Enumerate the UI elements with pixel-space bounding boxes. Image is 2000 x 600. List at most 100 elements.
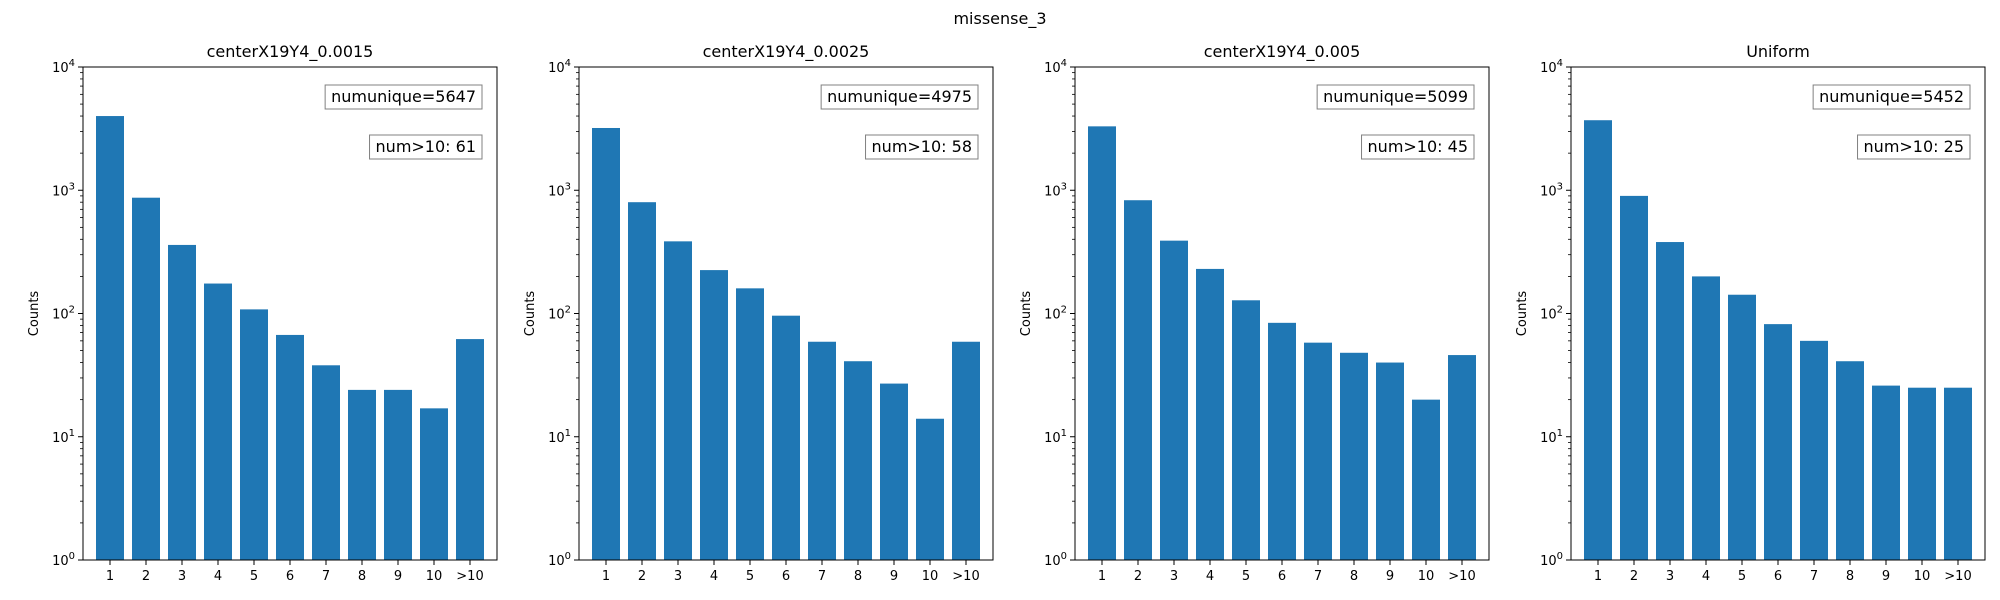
y-tick-label: 101: [1540, 428, 1563, 446]
x-tick-label: >10: [456, 569, 483, 584]
x-tick-label: 9: [394, 569, 402, 584]
x-tick-label: 5: [1242, 569, 1250, 584]
annotation-text: numunique=5099: [1323, 87, 1468, 106]
plot-frame: [1074, 66, 1490, 561]
x-tick-label: >10: [952, 569, 979, 584]
x-tick-label: 2: [142, 569, 150, 584]
annotation-frame: [1857, 134, 1971, 160]
x-tick-label: 2: [1134, 569, 1142, 584]
bar: [1340, 352, 1368, 560]
x-tick-label: 10: [922, 569, 939, 584]
x-tick-label: 2: [638, 569, 646, 584]
chart-panel-3: centerX19Y4_0.005 Counts 1 2 3 4 5 6 7 8 9 10 >10 100…: [1019, 42, 1490, 584]
bar: [1088, 126, 1116, 561]
x-tick-label: 5: [250, 569, 258, 584]
bar: [168, 244, 196, 560]
bar: [808, 341, 836, 560]
x-tick-label: 3: [1666, 569, 1674, 584]
bar: [204, 283, 232, 560]
bar: [844, 361, 872, 560]
annotation-box: num>10: 58: [865, 134, 979, 160]
y-axis-label: Counts: [1515, 291, 1530, 337]
bar: [420, 408, 448, 560]
x-tick-label: 7: [1314, 569, 1322, 584]
bar: [1268, 322, 1296, 560]
annotation-text: num>10: 58: [872, 137, 972, 156]
x-tick-label: 7: [1810, 569, 1818, 584]
annotation-text: numunique=4975: [827, 87, 972, 106]
annotation-box: numunique=5099: [1316, 84, 1475, 110]
x-tick-label: 1: [106, 569, 114, 584]
annotation-frame: [369, 134, 483, 160]
bar: [736, 288, 764, 560]
y-axis-label: Counts: [27, 291, 42, 337]
bar: [1304, 342, 1332, 560]
bar: [592, 127, 620, 560]
y-tick-label: 102: [1540, 305, 1563, 323]
x-tick-label: 5: [746, 569, 754, 584]
bar: [1584, 120, 1612, 560]
bar: [1448, 355, 1476, 560]
x-tick-label: 6: [1278, 569, 1286, 584]
plot-frame: [578, 66, 994, 561]
bar: [1196, 268, 1224, 560]
bar: [456, 339, 484, 560]
x-tick-label: 8: [358, 569, 366, 584]
bar: [312, 365, 340, 560]
x-tick-label: 10: [426, 569, 443, 584]
x-tick-label: >10: [1944, 569, 1971, 584]
bar: [384, 389, 412, 560]
annotation-frame: [820, 84, 979, 110]
x-tick-label: 9: [890, 569, 898, 584]
annotation-frame: [865, 134, 979, 160]
annotation-box: numunique=5647: [324, 84, 483, 110]
y-tick-label: 103: [52, 181, 75, 199]
bar: [1908, 387, 1936, 560]
bar: [1764, 324, 1792, 560]
bar: [1124, 200, 1152, 560]
x-tick-label: >10: [1448, 569, 1475, 584]
annotation-text: num>10: 61: [376, 137, 476, 156]
x-tick-label: 9: [1882, 569, 1890, 584]
y-tick-label: 103: [548, 181, 571, 199]
y-tick-label: 104: [1044, 58, 1067, 76]
annotation-text: num>10: 45: [1368, 137, 1468, 156]
panel-title: Uniform: [1746, 42, 1810, 61]
bar: [1872, 385, 1900, 560]
bar: [1376, 362, 1404, 560]
chart-panel-2: centerX19Y4_0.0025 Counts 1 2 3 4 5 6 7 8 9 10 >10 10…: [523, 42, 994, 584]
y-axis-label: Counts: [1019, 291, 1034, 337]
bar: [132, 197, 160, 560]
bar: [952, 341, 980, 560]
panel-title: centerX19Y4_0.0015: [207, 42, 374, 62]
x-tick-label: 4: [1206, 569, 1214, 584]
plot-frame: [1570, 66, 1986, 561]
x-tick-label: 3: [674, 569, 682, 584]
y-tick-label: 102: [1044, 305, 1067, 323]
y-tick-label: 104: [1540, 58, 1563, 76]
bar: [916, 418, 944, 560]
y-tick-label: 102: [52, 305, 75, 323]
annotation-box: num>10: 61: [369, 134, 483, 160]
bar: [880, 383, 908, 560]
bar: [1944, 387, 1972, 560]
annotation-box: num>10: 45: [1361, 134, 1475, 160]
x-tick-label: 2: [1630, 569, 1638, 584]
x-tick-label: 4: [1702, 569, 1710, 584]
annotation-box: numunique=4975: [820, 84, 979, 110]
x-tick-label: 6: [286, 569, 294, 584]
bar: [240, 309, 268, 560]
x-tick-label: 6: [1774, 569, 1782, 584]
y-tick-label: 100: [52, 551, 75, 569]
annotation-text: num>10: 25: [1864, 137, 1964, 156]
y-tick-label: 101: [1044, 428, 1067, 446]
x-tick-label: 8: [1350, 569, 1358, 584]
annotation-text: numunique=5647: [331, 87, 476, 106]
y-tick-label: 101: [52, 428, 75, 446]
y-tick-label: 100: [548, 551, 571, 569]
bar: [700, 270, 728, 560]
annotation-frame: [324, 84, 483, 110]
x-tick-label: 10: [1914, 569, 1931, 584]
bar: [628, 202, 656, 560]
